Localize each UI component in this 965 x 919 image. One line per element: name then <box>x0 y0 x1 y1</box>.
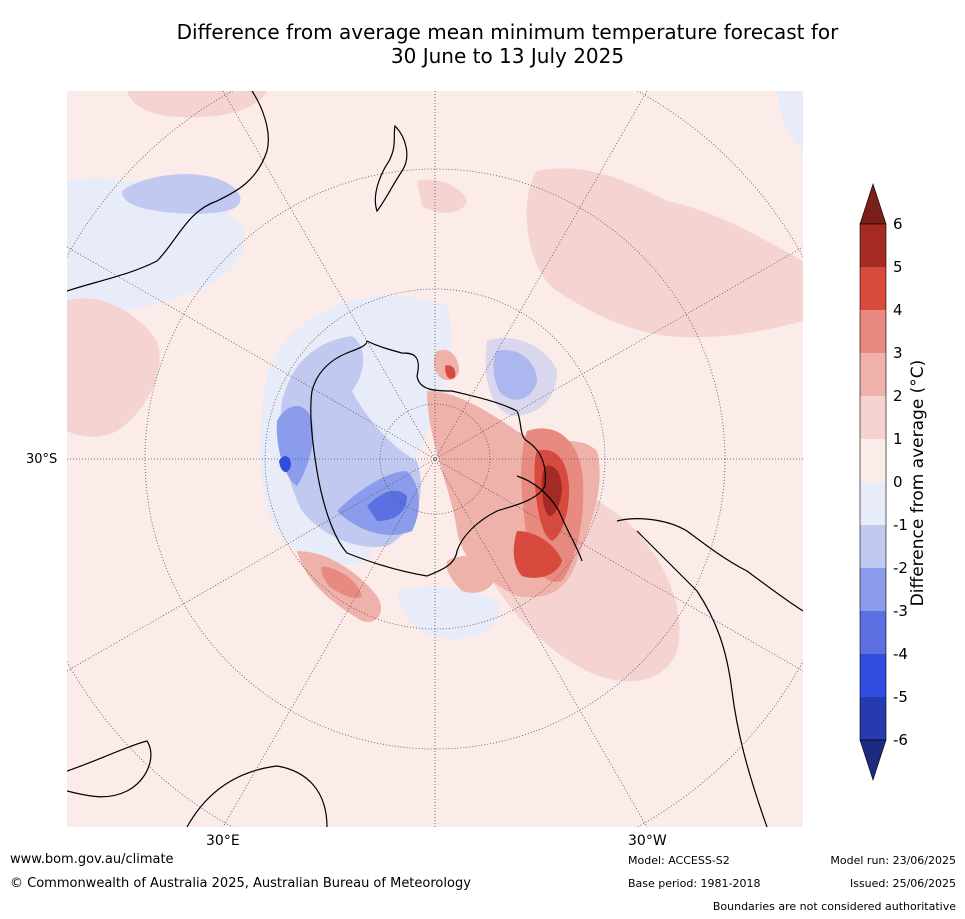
anomaly-warm-region <box>445 365 456 379</box>
antarctic-peninsula-coastline <box>516 475 583 562</box>
anomaly-cool-region <box>397 585 500 639</box>
copyright-text: © Commonwealth of Australia 2025, Austra… <box>10 876 471 891</box>
colorbar-tick: -2 <box>893 559 908 577</box>
south-america-coastline <box>616 518 803 612</box>
australia-coastline <box>67 91 269 292</box>
forecast-map <box>67 91 803 827</box>
new-zealand-coastline <box>374 124 408 213</box>
anomaly-warm-region <box>526 168 803 338</box>
model-text: Model: ACCESS-S2 <box>628 854 730 867</box>
colorbar-tick: 1 <box>893 430 903 448</box>
title-line-1: Difference from average mean minimum tem… <box>176 20 839 44</box>
anomaly-warm-region <box>67 298 160 437</box>
colorbar-band <box>860 654 886 697</box>
colorbar-band <box>860 224 886 267</box>
disclaimer-text: Boundaries are not considered authoritat… <box>712 900 956 913</box>
colorbar-tick: -5 <box>893 688 908 706</box>
colorbar-band <box>860 267 886 310</box>
anomaly-warm-region <box>513 531 562 578</box>
lon-label-30e: 30°E <box>206 833 240 849</box>
africa-coastline <box>186 765 328 827</box>
colorbar-band <box>860 568 886 611</box>
issued-text: Issued: 25/06/2025 <box>849 877 956 890</box>
colorbar <box>859 183 887 781</box>
colorbar-band <box>860 353 886 396</box>
anomaly-warm-region <box>541 465 562 516</box>
graticule <box>67 91 803 827</box>
anomaly-cool-region <box>279 456 291 473</box>
colorbar-band <box>860 697 886 740</box>
base-period-text: Base period: 1981-2018 <box>628 877 761 890</box>
anomaly-warm-region <box>321 566 362 598</box>
colorbar-band <box>860 310 886 353</box>
anomaly-warm-region <box>127 91 267 118</box>
website-text: www.bom.gov.au/climate <box>10 852 174 867</box>
anomaly-cool-region <box>67 177 245 341</box>
colorbar-tick: 3 <box>893 344 903 362</box>
anomaly-warm-region <box>446 555 497 593</box>
antarctica-coastline <box>310 340 547 577</box>
chart-title: Difference from average mean minimum tem… <box>0 20 965 68</box>
colorbar-tick: -4 <box>893 645 908 663</box>
title-line-2: 30 June to 13 July 2025 <box>390 44 625 68</box>
colorbar-band <box>860 611 886 654</box>
africa-coastline <box>67 740 152 798</box>
colorbar-label: Difference from average (°C) <box>908 359 928 607</box>
anomaly-cool-region <box>485 337 557 416</box>
colorbar-tick: -6 <box>893 731 908 749</box>
colorbar-band <box>860 396 886 439</box>
anomaly-cool-region <box>777 91 803 151</box>
colorbar-tick: -1 <box>893 516 908 534</box>
south-america-coastline <box>636 530 768 827</box>
colorbar-arrow-top <box>859 183 887 225</box>
colorbar-band <box>860 439 886 482</box>
colorbar-tick: -3 <box>893 602 908 620</box>
colorbar-tick: 0 <box>893 473 903 491</box>
lat-label-30s: 30°S <box>26 452 58 467</box>
model-run-text: Model run: 23/06/2025 <box>830 854 956 867</box>
colorbar-tick: 5 <box>893 258 903 276</box>
map-canvas <box>67 91 803 827</box>
colorbar-tick: 2 <box>893 387 903 405</box>
colorbar-band <box>860 525 886 568</box>
colorbar-band <box>860 482 886 525</box>
anomaly-warm-region <box>417 179 467 213</box>
colorbar-arrow-bottom <box>859 739 887 781</box>
anomaly-cool-region <box>367 490 407 521</box>
colorbar-tick: 6 <box>893 215 903 233</box>
colorbar-tick: 4 <box>893 301 903 319</box>
lon-label-30w: 30°W <box>628 833 667 849</box>
